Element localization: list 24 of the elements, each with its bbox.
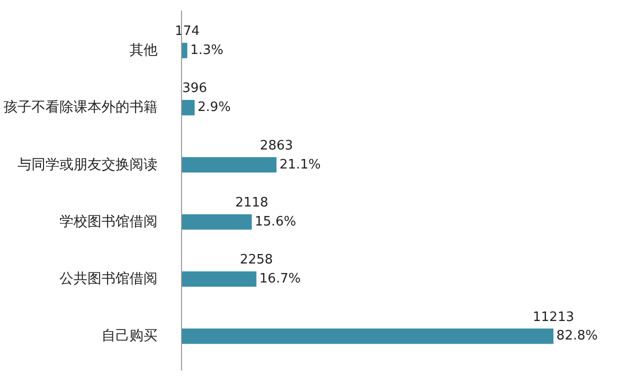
annotation: 1.3% [190, 43, 224, 58]
data-label: 2258 [240, 252, 273, 268]
bar [182, 271, 256, 287]
y-tick-label: 自己购买 [102, 328, 158, 344]
bar [182, 100, 195, 116]
y-tick-label: 其他 [130, 42, 158, 58]
annotation: 2.9% [198, 100, 231, 116]
y-tick-label: 与同学或朋友交换阅读 [18, 156, 158, 173]
y-tick-label: 孩子不看除课本外的书籍 [4, 100, 158, 116]
annotation: 21.1% [279, 157, 321, 172]
annotation: 82.8% [556, 328, 598, 344]
data-label: 11213 [532, 310, 574, 325]
bar [182, 328, 554, 344]
bar [182, 42, 188, 58]
data-label: 174 [174, 24, 200, 40]
data-label: 396 [182, 81, 208, 96]
data-label: 2118 [235, 196, 268, 210]
annotation: 16.7% [259, 272, 301, 287]
data-label: 2863 [260, 138, 294, 154]
y-tick-label: 公共图书馆借阅 [60, 271, 158, 288]
y-tick-label: 学校图书馆借阅 [60, 214, 158, 230]
annotation: 15.6% [254, 214, 296, 230]
bar [182, 157, 276, 172]
bar [182, 214, 252, 230]
